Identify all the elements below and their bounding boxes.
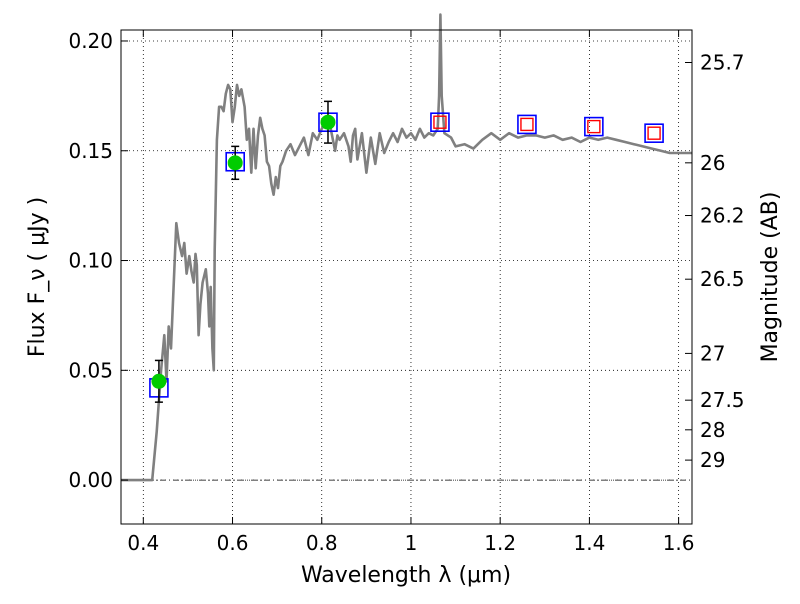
x-axis-label: Wavelength λ (μm) — [301, 563, 511, 588]
right-tick-label: 28 — [700, 418, 725, 442]
y-tick-label: 0.20 — [68, 29, 113, 53]
plot-frame — [120, 29, 693, 525]
observed-flux-point — [320, 114, 336, 130]
model-flux-marker — [584, 116, 604, 137]
x-tick-label: 1 — [405, 531, 418, 555]
y-tick-label: 0.05 — [68, 358, 113, 382]
right-tick-label: 25.7 — [700, 50, 745, 74]
right-tick-label: 26.5 — [700, 267, 745, 291]
right-tick-label: 29 — [700, 448, 725, 472]
y-tick-label: 0.15 — [68, 139, 113, 163]
model-flux-marker — [644, 123, 664, 143]
x-tick-label: 0.6 — [217, 531, 249, 555]
x-tick-label: 0.8 — [306, 531, 338, 555]
limit-flux-marker — [433, 115, 447, 129]
model-flux-marker — [517, 114, 537, 135]
right-tick-label: 27 — [700, 341, 725, 365]
right-tick-label: 26.2 — [700, 204, 745, 228]
series-layer — [121, 13, 692, 482]
y-axis-label: Flux F_ν ( μJy ) — [25, 197, 50, 357]
right-tick-label: 27.5 — [700, 388, 745, 412]
y-tick-label: 0.00 — [68, 468, 113, 492]
limit-flux-marker — [647, 126, 661, 140]
right-tick-label: 26 — [700, 151, 725, 175]
observed-flux-point — [151, 373, 167, 389]
observed-flux-point — [227, 155, 243, 171]
spectrum-line — [121, 13, 692, 482]
x-tick-label: 1.2 — [484, 531, 516, 555]
y-tick-label: 0.10 — [68, 249, 113, 273]
x-tick-label: 1.6 — [663, 531, 695, 555]
x-tick-label: 0.4 — [127, 531, 159, 555]
axes-layer: 0.4 0.6 0.8 1 1.2 1.4 1.6 0.00 0.05 0.10 0.15 0.20 2… — [68, 29, 744, 555]
limit-flux-marker — [587, 119, 601, 134]
model-flux-marker — [430, 112, 450, 133]
x-tick-label: 1.4 — [573, 531, 605, 555]
labels-layer: Wavelength λ (μm) Flux F_ν ( μJy ) Magni… — [25, 192, 783, 588]
limit-flux-marker — [520, 117, 534, 132]
right-axis-label: Magnitude (AB) — [758, 192, 783, 363]
